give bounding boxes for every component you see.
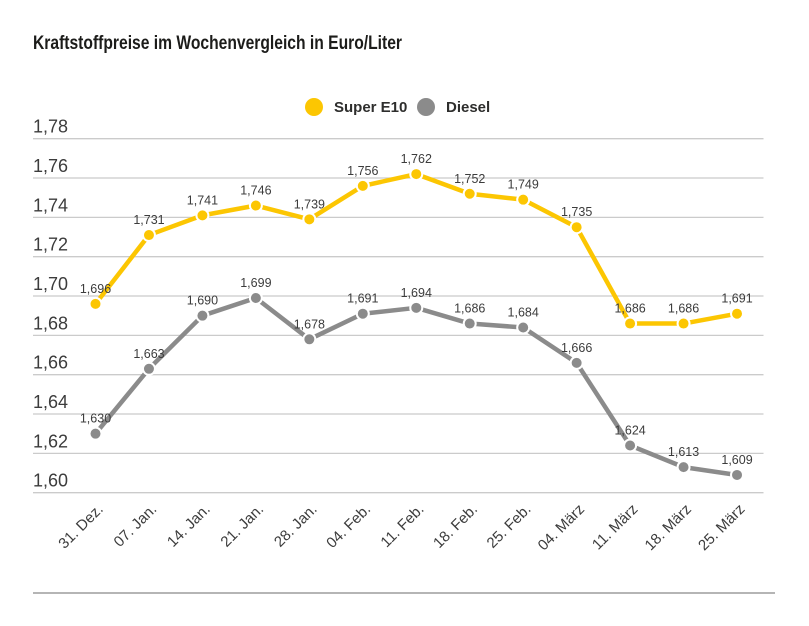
value-label-diesel: 1,686 — [454, 302, 485, 316]
value-label-super-e10: 1,741 — [187, 193, 218, 207]
legend-swatch-super-e10-icon — [305, 98, 323, 116]
value-label-super-e10: 1,735 — [561, 205, 592, 219]
value-label-super-e10: 1,762 — [401, 152, 432, 166]
data-point-diesel — [195, 308, 210, 323]
x-axis-label: 25. Feb. — [484, 501, 535, 552]
bottom-rule — [33, 592, 775, 594]
y-axis-label: 1,60 — [33, 471, 68, 491]
y-axis-label: 1,68 — [33, 313, 68, 333]
value-label-super-e10: 1,746 — [240, 184, 271, 198]
data-point-super-e10 — [730, 306, 745, 321]
x-axis-label: 28. Jan. — [271, 501, 321, 551]
x-axis-label: 11. März — [589, 501, 642, 554]
y-axis-label: 1,70 — [33, 274, 68, 294]
data-point-super-e10 — [302, 212, 317, 227]
data-point-diesel — [730, 467, 745, 482]
y-axis-label: 1,76 — [33, 156, 68, 176]
value-label-super-e10: 1,731 — [133, 213, 164, 227]
data-point-super-e10 — [462, 186, 477, 201]
x-axis-label: 04. Feb. — [323, 501, 374, 552]
value-label-super-e10: 1,739 — [294, 197, 325, 211]
value-label-diesel: 1,613 — [668, 445, 699, 459]
x-axis-label: 07. Jan. — [111, 501, 161, 551]
data-point-super-e10 — [676, 316, 691, 331]
value-label-super-e10: 1,686 — [614, 302, 645, 316]
value-label-diesel: 1,663 — [133, 347, 164, 361]
x-axis-label: 21. Jan. — [217, 501, 267, 551]
data-point-super-e10 — [248, 198, 263, 213]
x-axis-label: 18. März — [642, 501, 695, 554]
data-point-diesel — [676, 460, 691, 475]
y-axis-label: 1,78 — [33, 117, 68, 137]
data-point-diesel — [516, 320, 531, 335]
x-axis-label: 18. Feb. — [430, 501, 481, 552]
y-axis-label: 1,64 — [33, 392, 68, 412]
value-label-diesel: 1,678 — [294, 317, 325, 331]
value-label-diesel: 1,699 — [240, 276, 271, 290]
value-label-super-e10: 1,752 — [454, 172, 485, 186]
legend-swatch-diesel-icon — [417, 98, 435, 116]
data-point-super-e10 — [88, 296, 103, 311]
data-point-diesel — [302, 332, 317, 347]
legend-entry-super-e10: Super E10 — [305, 95, 407, 119]
legend-label-diesel: Diesel — [446, 98, 491, 116]
value-label-super-e10: 1,756 — [347, 164, 378, 178]
x-axis-label: 14. Jan. — [164, 501, 214, 551]
value-label-diesel: 1,624 — [614, 423, 645, 437]
data-point-super-e10 — [355, 178, 370, 193]
x-axis-label: 25. März — [695, 501, 748, 554]
data-point-diesel — [248, 290, 263, 305]
value-label-diesel: 1,694 — [401, 286, 432, 300]
data-point-diesel — [355, 306, 370, 321]
value-label-diesel: 1,609 — [721, 453, 752, 467]
y-axis-label: 1,74 — [33, 195, 68, 215]
value-label-diesel: 1,630 — [80, 412, 111, 426]
data-point-super-e10 — [195, 208, 210, 223]
legend: Super E10 Diesel — [0, 95, 809, 119]
data-point-super-e10 — [623, 316, 638, 331]
value-label-super-e10: 1,696 — [80, 282, 111, 296]
y-axis-label: 1,66 — [33, 353, 68, 373]
value-label-diesel: 1,691 — [347, 292, 378, 306]
legend-entry-diesel: Diesel — [417, 95, 490, 119]
data-point-super-e10 — [141, 228, 156, 243]
data-point-super-e10 — [409, 167, 424, 182]
value-label-super-e10: 1,686 — [668, 302, 699, 316]
data-point-diesel — [88, 426, 103, 441]
y-axis-label: 1,62 — [33, 431, 68, 451]
x-axis-label: 31. Dez. — [55, 501, 107, 553]
x-axis-label: 11. Feb. — [377, 501, 427, 551]
data-point-diesel — [623, 438, 638, 453]
value-label-diesel: 1,666 — [561, 341, 592, 355]
y-axis-label: 1,72 — [33, 235, 68, 255]
value-label-super-e10: 1,691 — [721, 292, 752, 306]
data-point-diesel — [462, 316, 477, 331]
value-label-super-e10: 1,749 — [508, 178, 539, 192]
x-axis-label: 04. März — [535, 501, 588, 554]
data-point-super-e10 — [516, 192, 531, 207]
legend-label-super-e10: Super E10 — [334, 98, 408, 116]
value-label-diesel: 1,690 — [187, 294, 218, 308]
data-point-super-e10 — [569, 220, 584, 235]
data-point-diesel — [569, 355, 584, 370]
data-point-diesel — [409, 300, 424, 315]
data-point-diesel — [141, 361, 156, 376]
chart-title: Kraftstoffpreise im Wochenvergleich in E… — [33, 33, 402, 54]
value-label-diesel: 1,684 — [508, 305, 539, 319]
